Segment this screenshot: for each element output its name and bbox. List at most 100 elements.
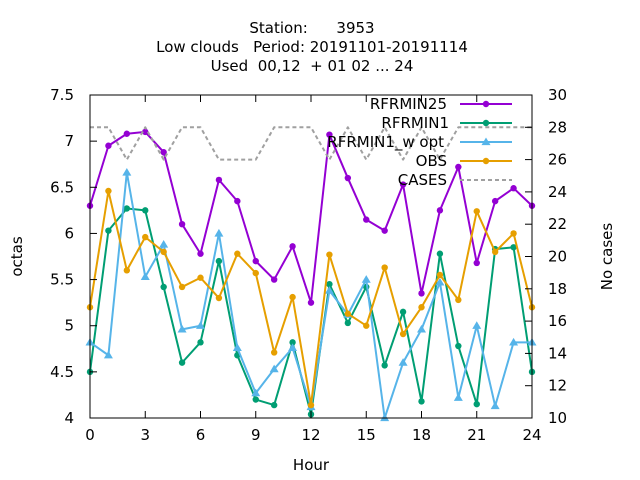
data-point: [160, 283, 167, 291]
data-point: [103, 350, 113, 359]
y2-axis-ticks: 10 12 14 16 18 20 22 24 26 28 30: [525, 86, 567, 427]
data-point: [178, 221, 186, 228]
y2-tick-label: 28: [548, 118, 567, 136]
data-point: [122, 168, 132, 176]
data-point: [160, 248, 167, 256]
legend-marker-3: [482, 157, 490, 165]
series-0: [86, 128, 536, 306]
data-point: [418, 304, 425, 311]
data-point: [142, 207, 149, 214]
data-point: [234, 250, 241, 257]
y2-tick-label: 26: [548, 151, 567, 169]
data-point: [436, 250, 444, 257]
data-point: [214, 228, 224, 237]
x-axis-ticks: 0 3 6 9 12 15 18 21 24: [85, 95, 542, 444]
y-axis-ticks: 4 4.5 5 5.5 6 6.5 7 7.5: [50, 86, 97, 427]
y2-tick-label: 30: [548, 86, 567, 104]
data-point: [510, 230, 517, 237]
legend-label-3: OBS: [416, 152, 447, 170]
data-point: [473, 208, 480, 215]
series-3: [86, 187, 536, 409]
data-point: [381, 264, 388, 271]
y-tick-label: 5.5: [50, 271, 74, 289]
data-point: [326, 251, 333, 258]
data-point: [270, 276, 278, 283]
data-point: [472, 321, 482, 329]
x-tick-label: 9: [251, 426, 261, 444]
data-point: [399, 308, 407, 316]
data-point: [215, 257, 223, 265]
data-point: [453, 393, 463, 401]
data-point: [178, 283, 186, 291]
legend-label-0: RFRMIN25: [370, 95, 447, 113]
data-point: [197, 250, 204, 257]
data-point: [232, 343, 242, 352]
y2-tick-label: 10: [548, 409, 567, 427]
legend-marker-2: [481, 137, 491, 146]
y-axis-label: octas: [8, 236, 26, 276]
data-point: [490, 401, 500, 410]
data-point: [105, 187, 112, 195]
data-point: [105, 142, 112, 149]
x-tick-label: 0: [85, 426, 95, 444]
data-point: [123, 205, 131, 212]
title-line-2: Low clouds Period: 20191101-20191114: [156, 38, 468, 56]
y2-tick-label: 24: [548, 183, 567, 201]
data-point: [252, 257, 259, 265]
x-tick-label: 21: [467, 426, 486, 444]
x-tick-label: 15: [357, 426, 376, 444]
y2-tick-label: 16: [548, 312, 567, 330]
y2-tick-label: 18: [548, 280, 567, 298]
data-point: [491, 248, 499, 256]
data-point: [307, 401, 315, 409]
data-point: [363, 216, 370, 223]
y2-tick-label: 14: [548, 344, 567, 362]
data-point: [418, 398, 425, 405]
data-point: [399, 181, 407, 188]
series-line-0: [89, 130, 533, 304]
data-point: [215, 294, 223, 302]
data-point: [270, 349, 278, 356]
series-4: [90, 126, 532, 161]
series-line-4: [90, 126, 532, 161]
data-point: [326, 131, 333, 138]
data-point: [363, 322, 370, 329]
data-point: [418, 290, 425, 297]
data-point: [251, 388, 261, 397]
y-tick-label: 6.5: [50, 178, 74, 196]
data-point: [326, 280, 333, 288]
data-point: [142, 128, 149, 136]
data-point: [510, 185, 517, 192]
y-tick-label: 7.5: [50, 86, 74, 104]
data-point: [215, 176, 223, 184]
data-point: [159, 240, 169, 248]
data-point: [142, 233, 149, 241]
data-point: [289, 339, 296, 346]
data-point: [381, 362, 388, 369]
legend-label-1: RFRMIN1: [381, 114, 449, 132]
data-point: [269, 364, 279, 373]
data-point: [252, 269, 259, 277]
data-point: [381, 227, 388, 234]
y2-tick-label: 22: [548, 215, 567, 233]
data-point: [140, 272, 150, 280]
y2-axis-label: No cases: [598, 223, 616, 291]
data-point: [344, 310, 352, 317]
y-tick-label: 4: [64, 409, 74, 427]
data-point: [344, 319, 352, 327]
data-point: [307, 299, 315, 306]
data-point: [510, 244, 517, 251]
x-tick-label: 18: [412, 426, 431, 444]
y2-tick-label: 12: [548, 377, 567, 395]
data-point: [252, 396, 259, 403]
data-point: [399, 330, 407, 338]
data-point: [398, 358, 408, 366]
data-point: [509, 337, 519, 346]
x-tick-label: 6: [196, 426, 206, 444]
data-point: [361, 275, 371, 283]
data-point: [436, 271, 444, 279]
plot-marks: [85, 126, 537, 422]
y2-tick-label: 20: [548, 248, 567, 266]
